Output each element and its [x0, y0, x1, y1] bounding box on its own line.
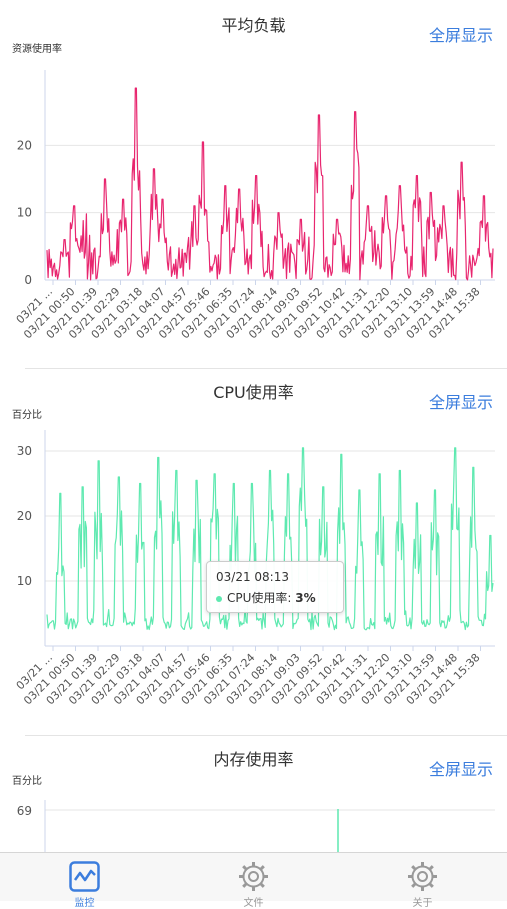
- tab-about-label: 关于: [412, 898, 433, 909]
- tab-monitor-label: 监控: [74, 898, 95, 909]
- divider: [25, 735, 507, 736]
- cpu-y-axis-label: 百分比: [12, 410, 42, 421]
- cpu-tooltip: 03/21 08:13 CPU使用率: 3%: [206, 561, 344, 613]
- y-tick-label: 20: [17, 509, 32, 523]
- tab-files[interactable]: 文件: [169, 853, 338, 909]
- tab-files-label: 文件: [243, 898, 264, 909]
- series-line: [46, 87, 494, 281]
- memory-y-axis-label: 百分比: [12, 776, 42, 787]
- y-tick-label: 69: [17, 804, 32, 818]
- series-line: [46, 447, 494, 631]
- y-tick-label: 10: [17, 206, 32, 220]
- bottom-tab-bar: 监控 文件 关于: [0, 852, 507, 909]
- y-tick-label: 30: [17, 444, 32, 458]
- tooltip-value: 3%: [295, 591, 316, 605]
- cpu-chart-title: CPU使用率: [213, 383, 294, 402]
- gear-icon: [408, 862, 437, 891]
- load-fullscreen-button[interactable]: 全屏显示: [428, 26, 493, 45]
- y-tick-label: 0: [24, 273, 32, 287]
- y-tick-label: 20: [17, 138, 32, 152]
- memory-chart-title: 内存使用率: [213, 750, 294, 769]
- y-tick-label: 10: [17, 574, 32, 588]
- tooltip-series: CPU使用率: 3%: [216, 589, 316, 606]
- load-y-axis-label: 资源使用率: [12, 44, 62, 55]
- tab-about[interactable]: 关于: [338, 853, 507, 909]
- gear-icon: [239, 862, 268, 891]
- monitor-chart-icon: [69, 861, 100, 892]
- series-dot-icon: [216, 595, 222, 602]
- tab-monitor[interactable]: 监控: [0, 853, 169, 909]
- divider: [25, 368, 507, 369]
- tooltip-series-name: CPU使用率:: [227, 591, 292, 605]
- memory-fullscreen-button[interactable]: 全屏显示: [428, 760, 493, 779]
- cpu-fullscreen-button[interactable]: 全屏显示: [428, 393, 493, 412]
- load-chart-title: 平均负载: [221, 16, 286, 35]
- memory-chart: 69: [17, 800, 495, 852]
- tooltip-time: 03/21 08:13: [216, 570, 289, 584]
